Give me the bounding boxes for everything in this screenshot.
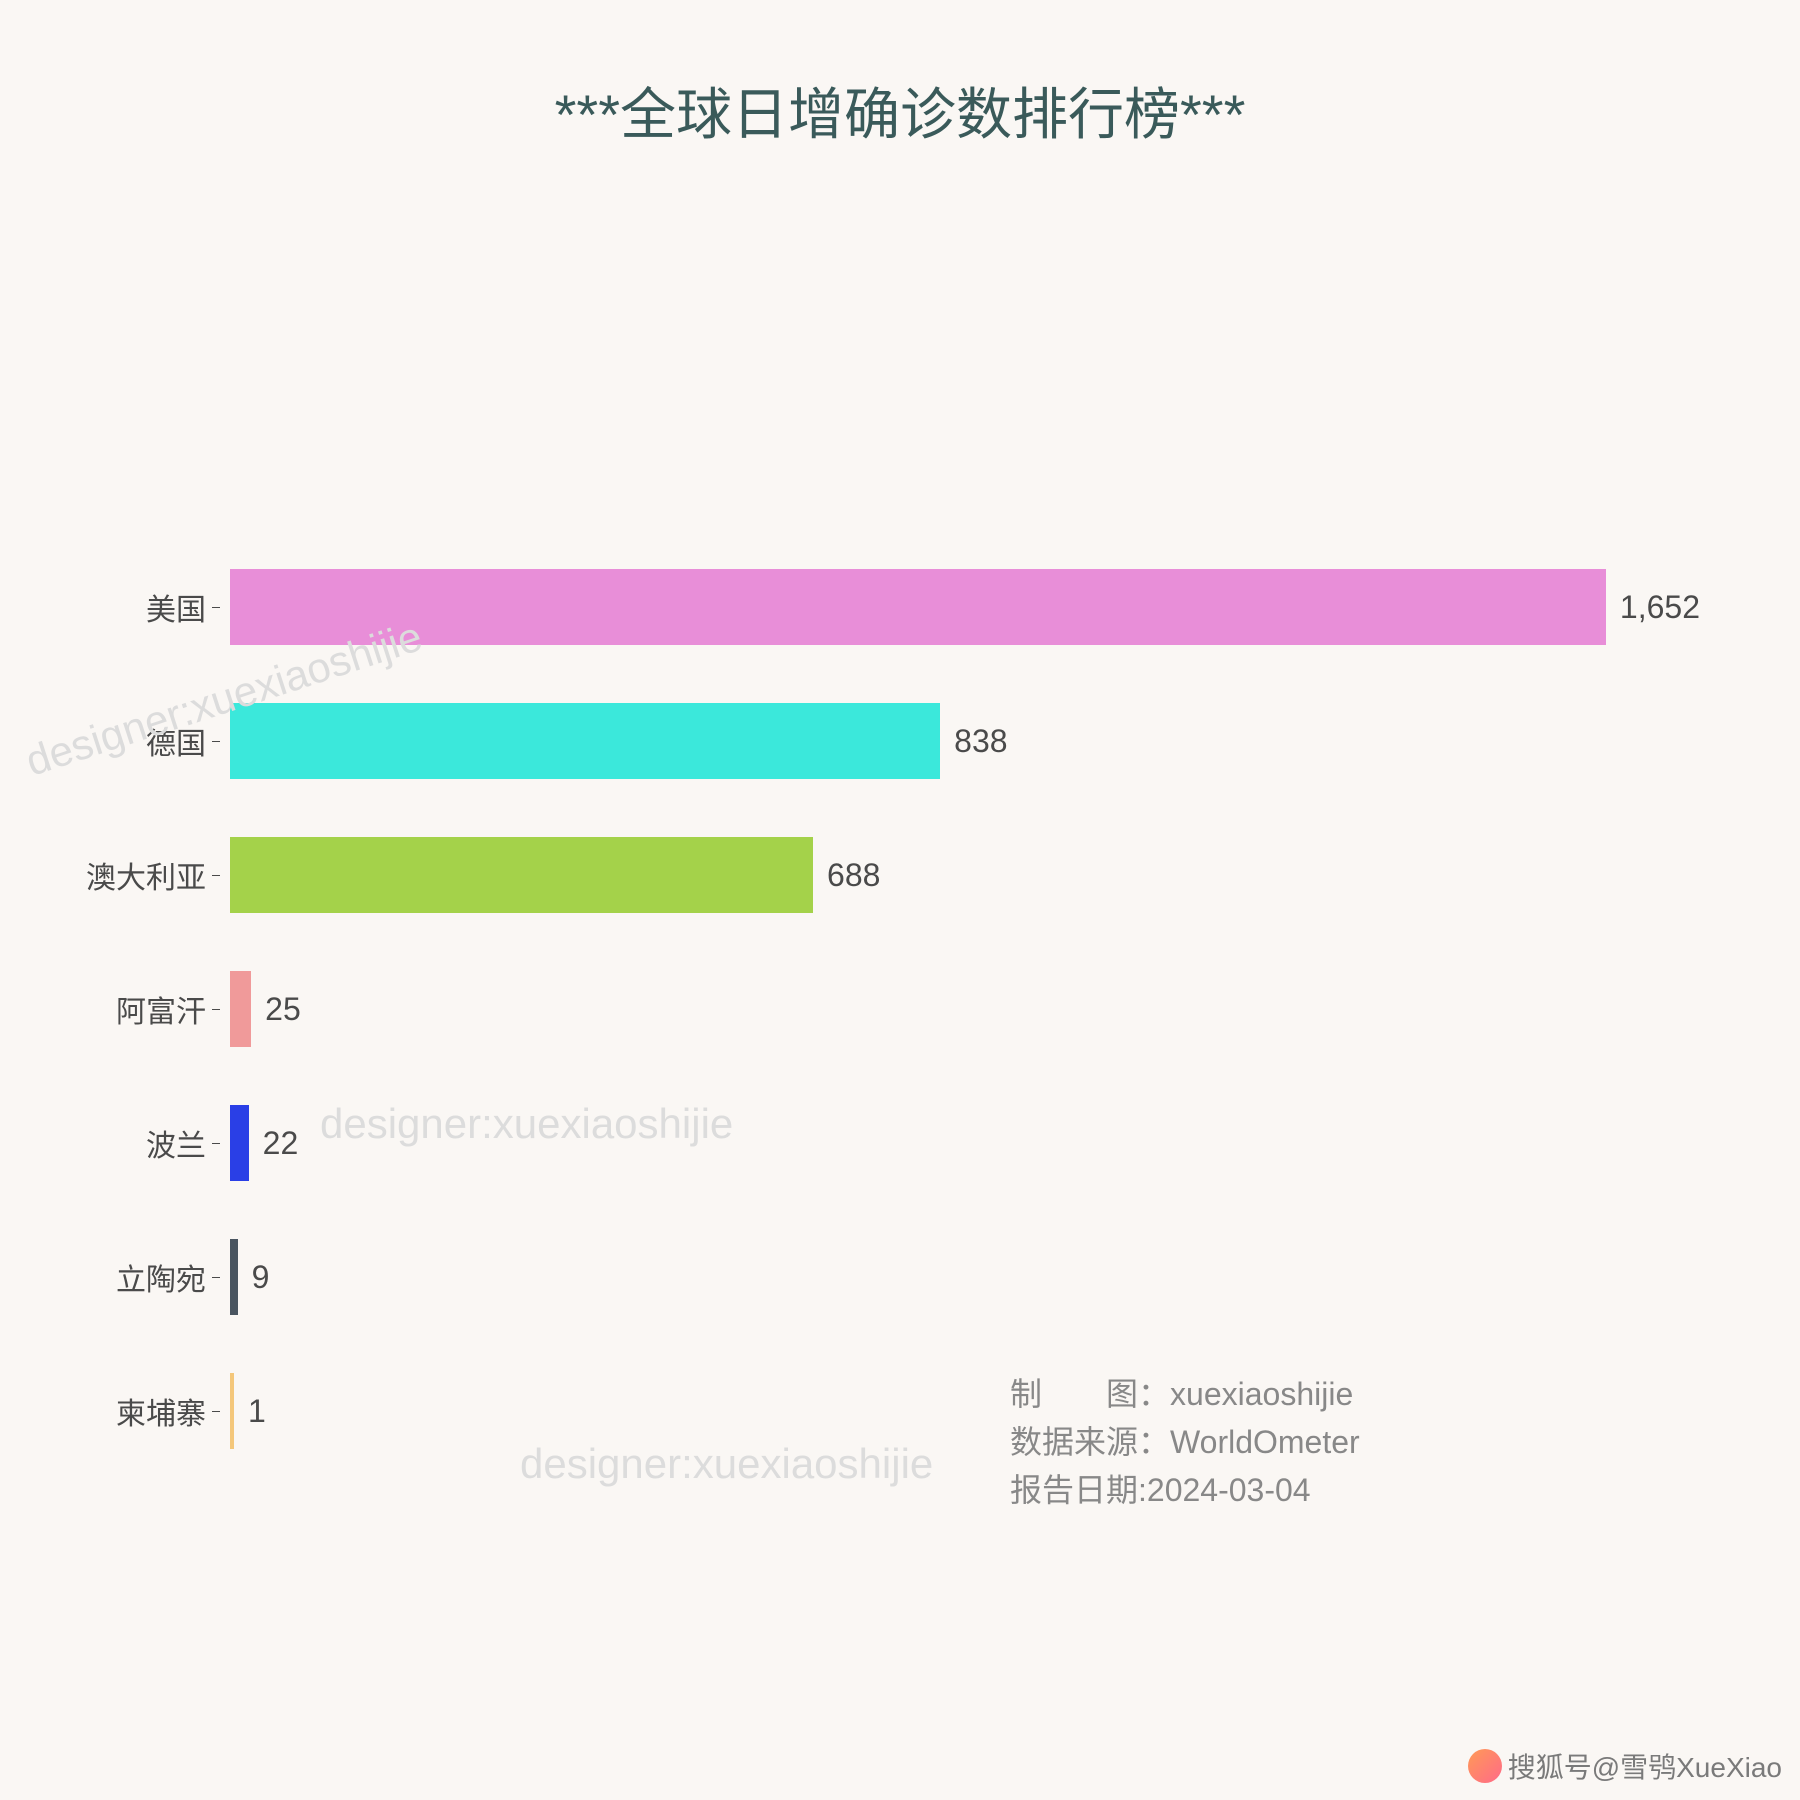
bar xyxy=(230,569,1606,645)
bar-row: 阿富汗25 xyxy=(230,942,1700,1076)
bar-value: 1 xyxy=(248,1393,266,1430)
bar-value: 9 xyxy=(252,1259,270,1296)
bar-label: 波兰 xyxy=(146,1121,220,1165)
bar xyxy=(230,1373,234,1449)
credits-line: 制 图：xuexiaoshijie xyxy=(1010,1370,1360,1418)
credits-line: 数据来源：WorldOmeter xyxy=(1010,1418,1360,1466)
bar-value: 22 xyxy=(263,1125,299,1162)
bar-row: 柬埔寨1 xyxy=(230,1344,1700,1478)
bar xyxy=(230,1105,249,1181)
footer-text: 搜狐号@雪鸮XueXiao xyxy=(1508,1746,1782,1786)
bar-value: 838 xyxy=(954,723,1007,760)
bar-label: 美国 xyxy=(146,585,220,629)
credits-block: 制 图：xuexiaoshijie数据来源：WorldOmeter报告日期:20… xyxy=(1010,1370,1360,1514)
bar-label: 柬埔寨 xyxy=(116,1389,220,1433)
credits-line: 报告日期:2024-03-04 xyxy=(1010,1466,1360,1514)
chart-plot-area: 美国1,652德国838澳大利亚688阿富汗25波兰22立陶宛9柬埔寨1 xyxy=(230,540,1700,1540)
bar-row: 立陶宛9 xyxy=(230,1210,1700,1344)
bar xyxy=(230,837,813,913)
bar-value: 25 xyxy=(265,991,301,1028)
bar-row: 德国838 xyxy=(230,674,1700,808)
bar-label: 澳大利亚 xyxy=(86,853,220,897)
chart-title: ***全球日增确诊数排行榜*** xyxy=(0,0,1800,151)
sohu-logo-icon xyxy=(1468,1749,1502,1783)
bar-label: 德国 xyxy=(146,719,220,763)
bar-row: 波兰22 xyxy=(230,1076,1700,1210)
bar-row: 澳大利亚688 xyxy=(230,808,1700,942)
bar-value: 1,652 xyxy=(1620,589,1700,626)
bar-label: 立陶宛 xyxy=(116,1255,220,1299)
bar-row: 美国1,652 xyxy=(230,540,1700,674)
bar-value: 688 xyxy=(827,857,880,894)
bar xyxy=(230,1239,238,1315)
bar-label: 阿富汗 xyxy=(116,987,220,1031)
footer-attribution: 搜狐号@雪鸮XueXiao xyxy=(1468,1746,1782,1786)
bar xyxy=(230,971,251,1047)
bar xyxy=(230,703,940,779)
